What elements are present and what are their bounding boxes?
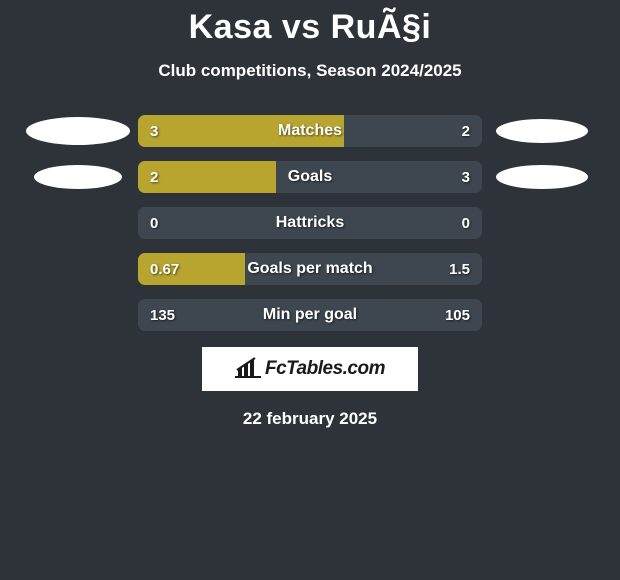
player-badge bbox=[26, 117, 130, 145]
stat-bar: 135Min per goal105 bbox=[138, 299, 482, 331]
logo: FcTables.com bbox=[235, 356, 385, 383]
stat-label: Goals per match bbox=[138, 253, 482, 285]
logo-chart-icon bbox=[235, 356, 261, 383]
logo-box: FcTables.com bbox=[202, 347, 418, 391]
stat-row: 0.67Goals per match1.5 bbox=[0, 253, 620, 285]
date: 22 february 2025 bbox=[0, 409, 620, 429]
stat-bar: 0.67Goals per match1.5 bbox=[138, 253, 482, 285]
stat-bar: 3Matches2 bbox=[138, 115, 482, 147]
comparison-rows: 3Matches22Goals30Hattricks00.67Goals per… bbox=[0, 115, 620, 331]
player-badge bbox=[496, 165, 588, 189]
logo-text: FcTables.com bbox=[265, 358, 385, 380]
right-badge-slot bbox=[482, 119, 602, 143]
stat-right-value: 105 bbox=[445, 299, 470, 331]
stat-row: 3Matches2 bbox=[0, 115, 620, 147]
page-title: Kasa vs RuÃ§i bbox=[0, 0, 620, 47]
stat-right-value: 0 bbox=[462, 207, 470, 239]
left-badge-slot bbox=[18, 117, 138, 145]
left-badge-slot bbox=[18, 165, 138, 189]
stat-right-value: 2 bbox=[462, 115, 470, 147]
stat-label: Matches bbox=[138, 115, 482, 147]
stat-row: 135Min per goal105 bbox=[0, 299, 620, 331]
stat-row: 2Goals3 bbox=[0, 161, 620, 193]
stat-label: Hattricks bbox=[138, 207, 482, 239]
player-badge bbox=[496, 119, 588, 143]
stat-label: Goals bbox=[138, 161, 482, 193]
stat-label: Min per goal bbox=[138, 299, 482, 331]
player-badge bbox=[34, 165, 122, 189]
stat-right-value: 3 bbox=[462, 161, 470, 193]
stat-bar: 0Hattricks0 bbox=[138, 207, 482, 239]
subtitle: Club competitions, Season 2024/2025 bbox=[0, 61, 620, 81]
stat-right-value: 1.5 bbox=[449, 253, 470, 285]
stat-bar: 2Goals3 bbox=[138, 161, 482, 193]
right-badge-slot bbox=[482, 165, 602, 189]
stat-row: 0Hattricks0 bbox=[0, 207, 620, 239]
